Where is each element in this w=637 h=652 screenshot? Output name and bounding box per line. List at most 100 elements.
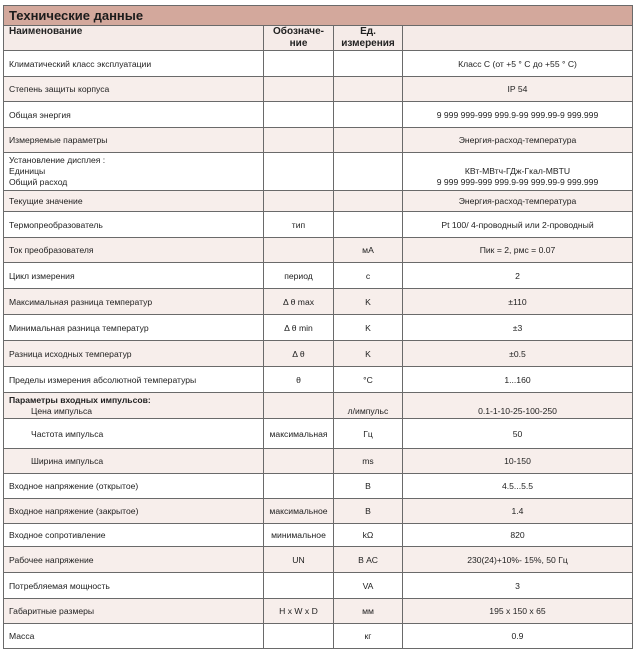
cell: 0.1-1-10-25-100-250 [402, 392, 633, 419]
table-row: Ток преобразователя мА Пик = 2, рмс = 0.07 [3, 237, 633, 263]
cell [263, 623, 334, 649]
cell [263, 392, 334, 419]
cell: Разница исходных температур [3, 340, 264, 367]
table-row-display: Установление дисплея : Единицы Общий расхо… [3, 152, 633, 191]
cell: IP 54 [402, 76, 633, 102]
header-value [402, 25, 633, 51]
cell: 230(24)+10%- 15%, 50 Гц [402, 546, 633, 573]
table-row: Разница исходных температур Δ θ K ±0.5 [3, 340, 633, 367]
cell: период [263, 262, 334, 289]
cell: л/импульс [333, 392, 403, 419]
cell: Климатический класс эксплуатации [3, 50, 264, 77]
pulses-label: Параметры входных импульсов: [9, 394, 151, 405]
table-row: Масса кг 0.9 [3, 623, 633, 649]
cell [263, 76, 334, 102]
cell: Пик = 2, рмс = 0.07 [402, 237, 633, 263]
cell: 1.4 [402, 498, 633, 524]
cell: 820 [402, 523, 633, 547]
cell: Δ θ max [263, 288, 334, 315]
cell: Измеряемые параметры [3, 127, 264, 153]
cell: В АС [333, 546, 403, 573]
cell [263, 572, 334, 599]
table-row: Общая энергия 9 999 999-999 999.9-99 999.… [3, 101, 633, 128]
table-row: Степень защиты корпуса IP 54 [3, 76, 633, 102]
cell: Рабочее напряжение [3, 546, 264, 573]
cell: 0.9 [402, 623, 633, 649]
units-value: КВт-МВтч-ГДж-Гкал-MBTU [464, 165, 571, 176]
table-row: Входное сопротивление минимальное kΩ 820 [3, 523, 633, 547]
cell: 2 [402, 262, 633, 289]
cell [333, 211, 403, 238]
cell: H x W x D [263, 598, 334, 624]
cell [333, 101, 403, 128]
table-row: Частота импульса максимальная Гц 50 [3, 418, 633, 449]
cell: Класс С (от +5 ° С до +55 ° С) [402, 50, 633, 77]
cell: ±0.5 [402, 340, 633, 367]
cell: Текущие значение [3, 190, 264, 212]
table-row: Термопреобразователь тип Pt 100/ 4-проводн… [3, 211, 633, 238]
cell: K [333, 314, 403, 341]
cell: Общая энергия [3, 101, 264, 128]
cell: Гц [333, 418, 403, 449]
cell: Ширина импульса [31, 456, 104, 466]
cell: Ток преобразователя [3, 237, 264, 263]
cell: Минимальная разница температур [3, 314, 264, 341]
cell: 50 [402, 418, 633, 449]
cell: максимальная [263, 418, 334, 449]
cell: Термопреобразователь [3, 211, 264, 238]
table-row: Климатический класс эксплуатации Класс С … [3, 50, 633, 77]
units-label: Единицы [9, 166, 46, 176]
cell [333, 190, 403, 212]
cell: 3 [402, 572, 633, 599]
cell: kΩ [333, 523, 403, 547]
flow-label: Общий расход [9, 177, 68, 187]
cell: Пределы измерения абсолютной температуры [3, 366, 264, 393]
cell: с [333, 262, 403, 289]
cell: Энергия-расход-температура [402, 127, 633, 153]
cell: В [333, 473, 403, 499]
cell: 9 999 999-999 999.9-99 999.99-9 999.999 [402, 101, 633, 128]
table-row: Минимальная разница температур Δ θ min K ±3 [3, 314, 633, 341]
cell: В [333, 498, 403, 524]
flow-value: 9 999 999-999 999.9-99 999.99-9 999.999 [436, 176, 599, 187]
cell: °C [333, 366, 403, 393]
cell: Масса [3, 623, 264, 649]
table-row: Входное напряжение (открытое) В 4.5...5.5 [3, 473, 633, 499]
table-row-pulses: Параметры входных импульсов: Цена импульс… [3, 392, 633, 419]
cell: Входное сопротивление [3, 523, 264, 547]
table-title: Технические данные [3, 5, 633, 26]
table-row: Рабочее напряжение UN В АС 230(24)+10%- 15%… [3, 546, 633, 573]
cell: тип [263, 211, 334, 238]
cell: Частота импульса [31, 428, 104, 439]
table-row: Цикл измерения период с 2 [3, 262, 633, 289]
price-name: Цена импульса [31, 405, 93, 416]
cell [333, 50, 403, 77]
cell: Степень защиты корпуса [3, 76, 264, 102]
header-name: Наименование [3, 25, 264, 51]
cell: K [333, 340, 403, 367]
table-row: Входное напряжение (закрытое) максимально… [3, 498, 633, 524]
cell: Δ θ min [263, 314, 334, 341]
cell: Pt 100/ 4-проводный или 2-проводный [402, 211, 633, 238]
cell: Потребляемая мощность [3, 572, 264, 599]
cell: Δ θ [263, 340, 334, 367]
cell: минимальное [263, 523, 334, 547]
cell [263, 448, 334, 474]
cell [263, 190, 334, 212]
cell: Входное напряжение (закрытое) [3, 498, 264, 524]
cell: максимальное [263, 498, 334, 524]
cell [263, 50, 334, 77]
table-row: Текущие значение Энергия-расход-температу… [3, 190, 633, 212]
cell: θ [263, 366, 334, 393]
cell: ms [333, 448, 403, 474]
cell: Энергия-расход-температура [402, 190, 633, 212]
cell: Цикл измерения [3, 262, 264, 289]
cell: VA [333, 572, 403, 599]
cell: мм [333, 598, 403, 624]
cell [263, 101, 334, 128]
tech-data-table: Технические данные Наименование Обозначе… [3, 5, 633, 649]
header-unit: Ед. измерения [333, 25, 403, 51]
cell: 195 x 150 x 65 [402, 598, 633, 624]
cell [263, 127, 334, 153]
cell: K [333, 288, 403, 315]
